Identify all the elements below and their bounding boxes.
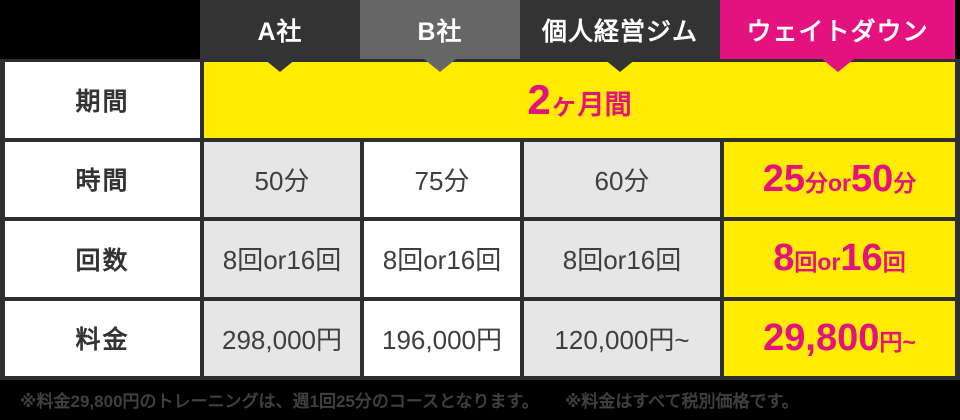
sessions-wd-num1: 8 [773, 237, 795, 280]
pointer-down-icon [264, 59, 296, 72]
header-company-b: B社 [360, 0, 520, 72]
cell-sessions-private-gym: 8回or16回 [524, 221, 720, 297]
pointer-down-icon [821, 59, 854, 72]
footer-notes: ※料金29,800円のトレーニングは、週1回25分のコースとなります。 ※料金は… [0, 379, 960, 420]
header-private-gym-label: 個人経営ジム [541, 17, 698, 46]
cell-price-company-a: 298,000円 [204, 300, 360, 376]
time-wd-unit1: 分or [805, 169, 851, 196]
header-weightdown-label: ウェイトダウン [746, 17, 929, 46]
table-body: 期間 2ヶ月間 時間 50分 75分 60分 25分or50分 回数 8回or1… [0, 59, 960, 380]
row-label-sessions: 回数 [5, 221, 200, 297]
row-label-period: 期間 [5, 62, 200, 138]
price-wd-number: 29,800 [763, 316, 880, 359]
row-label-price: 料金 [5, 300, 200, 376]
cell-time-private-gym: 60分 [524, 141, 720, 217]
header-weightdown: ウェイトダウン [720, 0, 955, 72]
row-label-time: 時間 [5, 141, 200, 217]
cell-time-weightdown: 25分or50分 [724, 141, 955, 217]
sessions-wd-unit2: 回 [882, 249, 906, 276]
period-value-number: 2 [527, 75, 551, 123]
cell-time-company-b: 75分 [364, 141, 520, 217]
price-wd-unit: 円~ [879, 328, 916, 355]
header-spacer [0, 0, 200, 59]
header-company-a: A社 [200, 0, 360, 72]
period-value-unit: ヶ月間 [550, 89, 632, 120]
cell-price-private-gym: 120,000円~ [524, 300, 720, 376]
cell-period-all: 2ヶ月間 [204, 62, 955, 138]
header-company-a-label: A社 [257, 17, 303, 46]
cell-price-company-b: 196,000円 [364, 300, 520, 376]
sessions-wd-unit1: 回or [794, 249, 841, 276]
header-row: A社 B社 個人経営ジム ウェイトダウン [0, 0, 955, 72]
pointer-down-icon [604, 59, 636, 72]
cell-sessions-weightdown: 8回or16回 [724, 221, 955, 297]
pointer-down-icon [424, 59, 456, 72]
header-company-b-label: B社 [417, 17, 463, 46]
time-wd-num2: 50 [851, 157, 894, 200]
cell-time-company-a: 50分 [204, 141, 360, 217]
cell-sessions-company-a: 8回or16回 [204, 221, 360, 297]
cell-price-weightdown: 29,800円~ [724, 300, 955, 376]
header-private-gym: 個人経営ジム [520, 0, 720, 72]
cell-sessions-company-b: 8回or16回 [364, 221, 520, 297]
sessions-wd-num2: 16 [840, 237, 883, 280]
footer-note-1: ※料金29,800円のトレーニングは、週1回25分のコースとなります。 [20, 392, 539, 411]
time-wd-unit2: 分 [893, 169, 917, 196]
footer-note-2: ※料金はすべて税別価格です。 [564, 392, 799, 411]
time-wd-num1: 25 [762, 157, 805, 200]
